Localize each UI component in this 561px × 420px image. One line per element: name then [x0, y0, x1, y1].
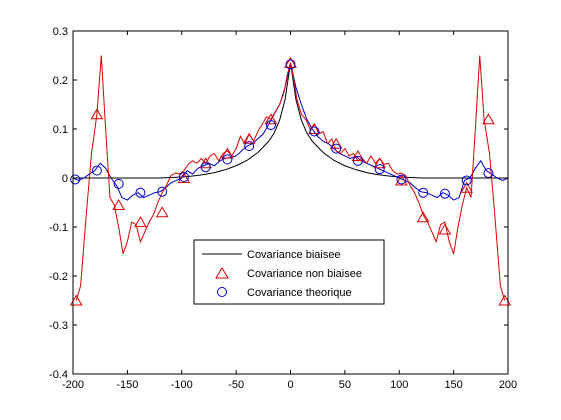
circle-marker [135, 187, 146, 198]
legend-label-biaisee: Covariance biaisee [247, 249, 341, 261]
legend-circle-icon [217, 287, 227, 297]
y-tick-label: -0.3 [49, 320, 68, 332]
plot-area [73, 31, 508, 374]
triangle-marker [284, 56, 297, 68]
y-tick-label: 0.1 [53, 124, 68, 136]
circle-marker [418, 187, 429, 198]
y-tick-label: -0.1 [49, 222, 68, 234]
legend-triangle-icon [215, 267, 229, 279]
x-tick-label: 100 [390, 379, 408, 391]
x-tick-label: -150 [116, 379, 138, 391]
circle-marker [439, 188, 450, 199]
circle-marker [113, 178, 124, 189]
y-tick-label: 0.3 [53, 26, 68, 38]
triangle-marker [498, 294, 512, 306]
triangle-marker [90, 108, 104, 120]
circle-marker [70, 174, 81, 185]
legend-box [193, 239, 385, 305]
triangle-marker [112, 198, 126, 210]
triangle-marker [438, 223, 452, 235]
y-tick-label: -0.4 [49, 369, 68, 381]
circle-marker [157, 186, 168, 197]
circle-marker [265, 120, 276, 131]
triangle-marker [482, 113, 495, 125]
triangle-marker [134, 216, 147, 228]
x-tick-label: 0 [287, 379, 293, 391]
triangle-marker [242, 132, 256, 144]
triangle-marker [329, 137, 343, 149]
circle-marker [396, 174, 407, 185]
circle-marker [200, 162, 211, 173]
circle-marker [331, 143, 342, 154]
legend: Covariance biaisee Covariance non biaise… [193, 239, 385, 305]
circle-marker [352, 155, 363, 166]
y-axis-ticks: -0.4 -0.3 -0.2 -0.1 0 0.1 0.2 0.3 [49, 26, 508, 381]
x-tick-label: 50 [339, 379, 351, 391]
circle-marker [285, 59, 296, 70]
triangle-marker [460, 181, 474, 193]
circle-marker [374, 164, 385, 175]
x-tick-label: 200 [499, 379, 517, 391]
y-tick-label: 0 [62, 173, 68, 185]
triangle-marker [395, 174, 408, 186]
marker-layer [69, 56, 512, 306]
y-tick-label: -0.2 [49, 271, 68, 283]
triangle-marker [155, 206, 169, 218]
x-tick-label: -200 [62, 379, 84, 391]
triangle-marker [308, 123, 321, 134]
triangle-marker [416, 211, 430, 223]
x-axis-ticks: -200 -150 -100 -50 0 50 100 150 200 [62, 31, 517, 391]
circle-marker [461, 175, 472, 186]
y-tick-label: 0.2 [53, 75, 68, 87]
circle-marker [244, 141, 255, 152]
x-tick-label: 150 [444, 379, 462, 391]
x-tick-label: -50 [228, 379, 244, 391]
triangle-marker [69, 294, 83, 306]
legend-label-non-biaisee: Covariance non biaisee [247, 268, 362, 280]
circle-marker [91, 165, 102, 176]
triangle-marker [264, 113, 278, 125]
triangle-marker [177, 172, 191, 183]
legend-label-theorique: Covariance theorique [247, 287, 352, 299]
circle-marker [222, 154, 233, 165]
series-line-1 [75, 55, 506, 301]
triangle-marker [221, 147, 234, 159]
x-tick-label: -100 [171, 379, 193, 391]
circle-marker [483, 168, 494, 179]
triangle-marker [351, 149, 365, 161]
circle-marker [309, 126, 320, 137]
triangle-marker [373, 157, 387, 169]
circle-marker [178, 172, 189, 183]
